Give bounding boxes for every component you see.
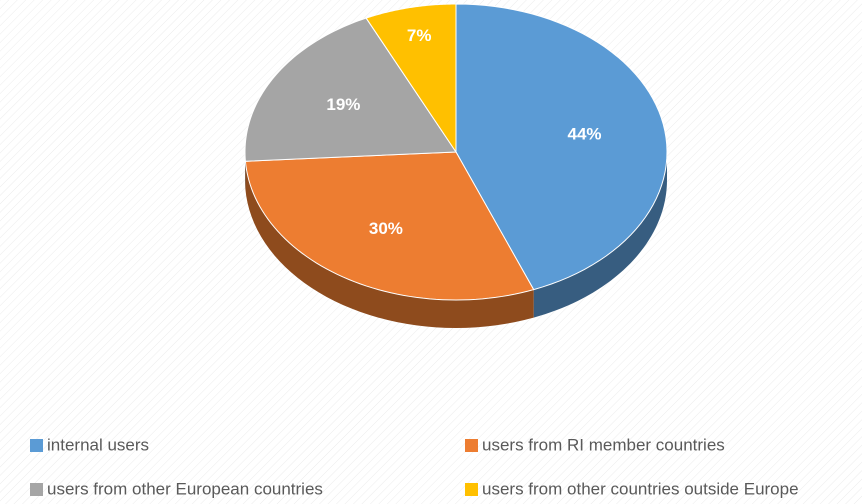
legend-swatch <box>30 439 43 452</box>
legend-label: users from RI member countries <box>482 435 725 454</box>
legend-label: internal users <box>47 435 149 454</box>
legend-swatch <box>465 483 478 496</box>
legend-label: users from other European countries <box>47 479 323 498</box>
legend-label: users from other countries outside Europ… <box>482 479 799 498</box>
slice <box>244 17 457 162</box>
slice-side <box>533 152 667 318</box>
data-label: 44% <box>567 124 601 143</box>
legend-swatch <box>465 439 478 452</box>
data-label: 19% <box>326 95 360 114</box>
legend-swatch <box>30 483 43 496</box>
slice-side <box>245 161 534 328</box>
data-label: 7% <box>407 26 432 45</box>
data-label: 30% <box>369 219 403 238</box>
slice <box>365 3 457 154</box>
slice <box>455 3 668 291</box>
slice <box>244 151 535 301</box>
